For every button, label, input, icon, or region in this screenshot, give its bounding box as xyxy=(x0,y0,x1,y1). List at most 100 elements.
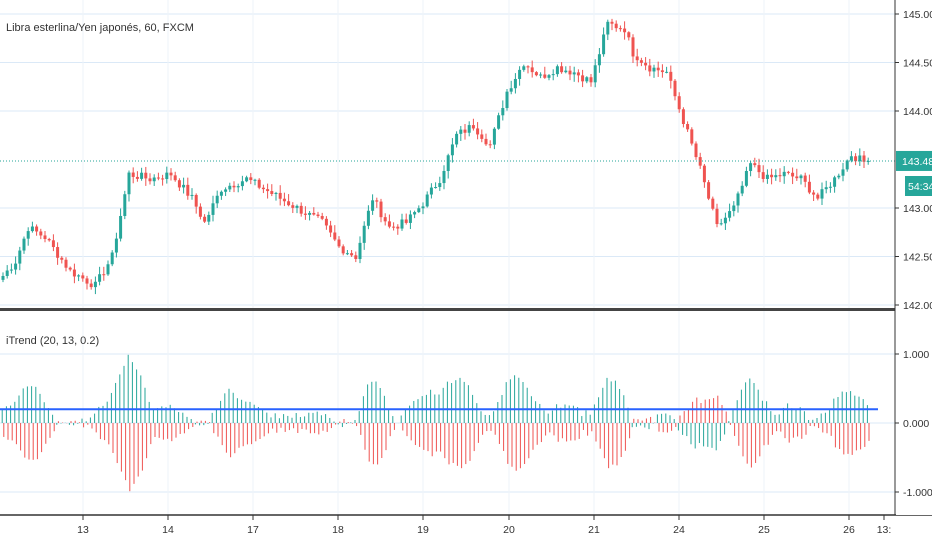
candle-body xyxy=(93,281,97,288)
last-price-tag xyxy=(896,150,932,171)
candle-body xyxy=(404,219,408,223)
candle-body xyxy=(56,247,60,258)
candle-body xyxy=(299,205,303,214)
candle-body xyxy=(1,275,5,280)
time-tick-label: 26 xyxy=(843,524,855,536)
candle-body xyxy=(387,221,391,227)
candle-body xyxy=(564,70,568,73)
candle-body xyxy=(513,78,517,89)
candle-body xyxy=(408,214,412,223)
candle-body xyxy=(824,187,828,190)
candle-body xyxy=(375,200,379,202)
pane-separator[interactable] xyxy=(0,308,895,311)
candle-body xyxy=(828,186,832,188)
candle-body xyxy=(144,172,148,179)
candle-body xyxy=(429,187,433,195)
candle-body xyxy=(816,194,820,199)
candle-body xyxy=(308,212,312,215)
candle-body xyxy=(270,191,274,194)
candle-body xyxy=(354,255,358,259)
candle-body xyxy=(576,72,580,76)
candle-body xyxy=(358,242,362,259)
candle-body xyxy=(854,156,858,162)
candle-body xyxy=(245,177,249,182)
candle-body xyxy=(627,32,631,38)
candle-body xyxy=(618,28,622,30)
candle-body xyxy=(644,62,648,66)
candle-body xyxy=(165,172,169,180)
candle-body xyxy=(421,206,425,209)
candle-body xyxy=(518,69,522,79)
candle-body xyxy=(492,128,496,145)
candle-body xyxy=(463,129,467,133)
candle-body xyxy=(610,21,614,24)
candle-body xyxy=(551,74,555,76)
candle-body xyxy=(656,67,660,71)
candle-body xyxy=(539,74,543,76)
candle-body xyxy=(295,205,299,208)
candle-body xyxy=(425,194,429,207)
last-price-label: 143.485 xyxy=(902,156,932,168)
candle-body xyxy=(581,75,585,82)
countdown-tag xyxy=(905,176,932,196)
candle-body xyxy=(30,226,34,232)
time-tick-label: 17 xyxy=(247,524,259,536)
candle-body xyxy=(467,125,471,133)
candle-body xyxy=(81,275,85,279)
candle-body xyxy=(324,218,328,226)
candle-body xyxy=(497,115,501,129)
candle-body xyxy=(690,129,694,144)
candle-body xyxy=(833,177,837,187)
candle-body xyxy=(841,169,845,176)
candle-body xyxy=(534,72,538,76)
candle-body xyxy=(782,171,786,177)
candle-body xyxy=(526,66,530,68)
candle-body xyxy=(211,203,215,215)
time-tick-label: 21 xyxy=(588,524,600,536)
candle-body xyxy=(303,213,307,215)
price-axis-bg[interactable] xyxy=(896,0,932,515)
candle-body xyxy=(135,176,139,179)
price-tick-label: 143.000 xyxy=(903,203,932,215)
candle-body xyxy=(114,238,118,253)
candles xyxy=(1,18,870,295)
price-grid xyxy=(0,13,895,306)
candle-body xyxy=(148,178,152,182)
candle-body xyxy=(820,189,824,199)
candle-body xyxy=(9,269,13,271)
candle-body xyxy=(400,219,404,229)
candle-body xyxy=(585,77,589,82)
candle-body xyxy=(14,263,18,270)
candle-body xyxy=(673,80,677,97)
candle-body xyxy=(110,252,114,265)
candle-body xyxy=(379,201,383,218)
candle-body xyxy=(316,214,320,217)
candle-body xyxy=(450,144,454,156)
candle-body xyxy=(543,74,547,78)
candle-body xyxy=(194,194,198,207)
candle-body xyxy=(240,181,244,187)
candle-body xyxy=(480,134,484,139)
candle-body xyxy=(68,267,72,270)
candle-body xyxy=(635,56,639,61)
candle-body xyxy=(505,91,509,109)
candle-body xyxy=(60,257,64,260)
candle-body xyxy=(249,177,253,181)
candle-body xyxy=(169,172,173,176)
candle-body xyxy=(345,253,349,255)
candle-body xyxy=(371,200,375,211)
candle-body xyxy=(173,175,177,181)
candle-body xyxy=(161,178,165,180)
time-tick-label: 25 xyxy=(758,524,770,536)
candle-body xyxy=(140,172,144,179)
candle-body xyxy=(291,205,295,208)
candle-body xyxy=(770,174,774,178)
candle-body xyxy=(845,160,849,170)
candle-body xyxy=(253,179,257,181)
candle-body xyxy=(236,186,240,188)
candle-body xyxy=(807,181,811,193)
candle-body xyxy=(434,187,438,189)
candle-body xyxy=(555,66,559,75)
candle-body xyxy=(64,259,68,268)
